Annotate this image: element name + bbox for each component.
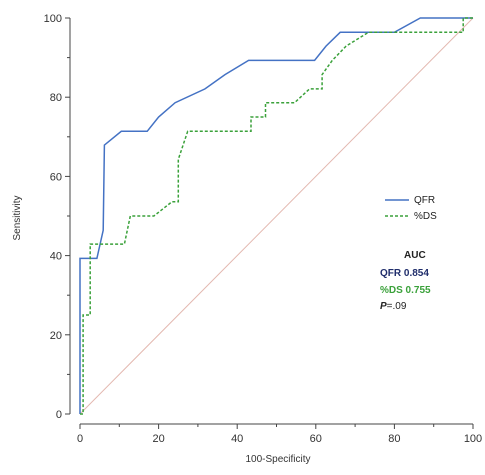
auc-p: P=.09 bbox=[380, 301, 407, 312]
x-tick-label: 20 bbox=[152, 433, 164, 445]
y-tick-label: 100 bbox=[44, 13, 62, 25]
legend-qfr-label: QFR bbox=[414, 195, 435, 206]
y-tick-label: 40 bbox=[50, 251, 62, 263]
axes-layer: 0 20 40 60 80 100 0 20 40 60 80 100 bbox=[44, 13, 483, 445]
series-layer bbox=[79, 17, 473, 415]
x-tick-label: 60 bbox=[310, 433, 322, 445]
auc-p-value: =.09 bbox=[387, 301, 407, 312]
x-tick-label: 40 bbox=[231, 433, 243, 445]
auc-qfr: QFR 0.854 bbox=[380, 268, 429, 279]
series-line-qfr bbox=[79, 17, 473, 414]
x-axis-label: 100-Specificity bbox=[245, 454, 310, 465]
series-line-pct-ds bbox=[80, 17, 473, 415]
auc-heading: AUC bbox=[404, 250, 426, 261]
y-axis-label: Sensitivity bbox=[12, 195, 23, 240]
y-tick-label: 80 bbox=[50, 92, 62, 104]
auc-p-symbol: P bbox=[380, 301, 387, 312]
auc-box: AUC QFR 0.854 %DS 0.755 P=.09 bbox=[380, 250, 431, 312]
y-tick-label: 20 bbox=[50, 330, 62, 342]
y-tick-label: 60 bbox=[50, 171, 62, 183]
y-tick-label: 0 bbox=[56, 409, 62, 421]
x-tick-label: 100 bbox=[464, 433, 482, 445]
legend-ds-label: %DS bbox=[414, 211, 437, 222]
legend: QFR %DS bbox=[385, 195, 437, 222]
auc-ds: %DS 0.755 bbox=[380, 285, 431, 296]
x-tick-label: 0 bbox=[77, 433, 83, 445]
reference-diagonal-layer bbox=[79, 17, 474, 415]
reference-diagonal-line bbox=[79, 17, 474, 415]
x-tick-label: 80 bbox=[388, 433, 400, 445]
